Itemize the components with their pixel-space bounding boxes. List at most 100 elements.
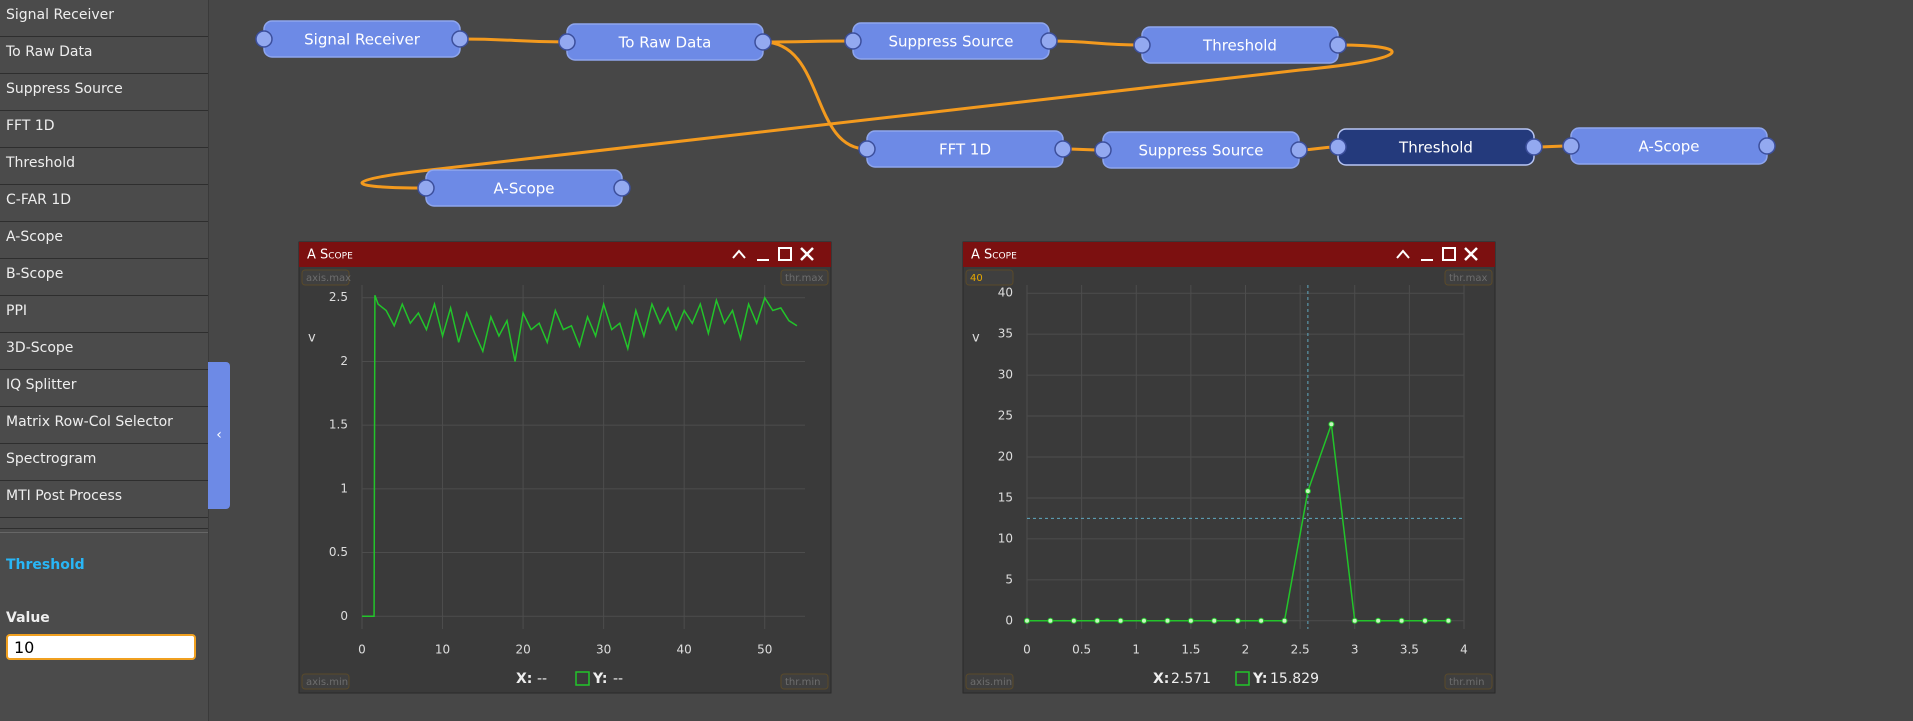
y-tick-label: 0 <box>1005 613 1013 627</box>
node-label: A-Scope <box>493 180 554 198</box>
x-tick-label: 2.5 <box>1291 643 1310 657</box>
point <box>1445 617 1452 624</box>
port <box>1562 137 1580 155</box>
collapse-tab[interactable]: ‹ <box>208 362 230 509</box>
point <box>1328 421 1335 428</box>
x-tick-label: 0 <box>1023 643 1031 657</box>
panel <box>962 241 1496 694</box>
readout-label: X: <box>516 671 532 687</box>
corner-box[interactable] <box>965 269 1014 286</box>
series-swatch <box>575 671 590 686</box>
corner-label: thr.max <box>785 273 824 284</box>
y-tick-label: 40 <box>998 286 1013 300</box>
node-label: Threshold <box>1398 139 1473 157</box>
corner-label: axis.min <box>306 677 348 688</box>
node-label: Suppress Source <box>1138 142 1263 160</box>
node-list-item[interactable]: 3D-Scope <box>0 333 208 370</box>
edge <box>762 40 868 151</box>
node-list-item[interactable]: A-Scope <box>0 222 208 259</box>
y-tick-label: 20 <box>998 450 1013 464</box>
x-tick-label: 4 <box>1460 643 1468 657</box>
y-tick-label: 1 <box>340 481 348 495</box>
point <box>1187 617 1194 624</box>
node-list-item[interactable]: To Raw Data <box>0 37 208 74</box>
node-list-item[interactable]: Threshold <box>0 148 208 185</box>
point <box>1351 617 1358 624</box>
node-list-item[interactable]: FFT 1D <box>0 111 208 148</box>
port <box>451 30 469 48</box>
corner-label: axis.max <box>306 273 351 284</box>
node-list-item[interactable]: IQ Splitter <box>0 370 208 407</box>
corner-label: thr.max <box>1449 273 1488 284</box>
sidebar: Signal Receiver To Raw Data Suppress Sourc… <box>0 0 209 721</box>
corner-label: thr.min <box>785 677 821 688</box>
point <box>1304 488 1311 495</box>
point <box>1024 617 1030 624</box>
port <box>558 33 576 51</box>
readout-value: 15.829 <box>1270 671 1319 687</box>
port <box>1133 36 1151 54</box>
corner-box[interactable] <box>1444 673 1493 690</box>
port <box>1329 36 1347 54</box>
x-tick-label: 10 <box>435 643 450 657</box>
corner-box[interactable] <box>1444 269 1493 286</box>
node-list-item[interactable]: Matrix Row-Col Selector <box>0 407 208 444</box>
series-line <box>362 294 798 618</box>
readout-value: -- <box>537 671 547 687</box>
corner-box[interactable] <box>780 673 829 690</box>
collapse-button[interactable] <box>732 249 746 259</box>
point <box>1094 617 1101 624</box>
node-list-item[interactable]: PPI <box>0 296 208 333</box>
series-swatch <box>1235 671 1250 686</box>
x-tick-label: 30 <box>596 643 611 657</box>
y-tick-label: 0.5 <box>329 545 348 559</box>
node-list-item[interactable]: Suppress Source <box>0 74 208 111</box>
param-input[interactable] <box>6 634 196 660</box>
node-list-item[interactable]: Signal Receiver <box>0 0 208 37</box>
node-list-item[interactable]: B-Scope <box>0 259 208 296</box>
corner-label: 40 <box>970 273 983 284</box>
corner-box[interactable] <box>301 269 350 286</box>
port <box>417 179 435 197</box>
maximize-button[interactable] <box>778 247 792 261</box>
point <box>1421 617 1428 624</box>
x-tick-label: 0 <box>358 643 366 657</box>
x-tick-label: 1.5 <box>1181 643 1200 657</box>
node-list-item[interactable]: C-FAR 1D <box>0 185 208 222</box>
x-tick-label: 50 <box>757 643 772 657</box>
point <box>1164 617 1171 624</box>
collapse-button[interactable] <box>1396 249 1410 259</box>
maximize-button[interactable] <box>1442 247 1456 261</box>
panel <box>298 241 832 694</box>
close-button[interactable] <box>800 247 814 261</box>
point <box>1141 617 1148 624</box>
y-tick-label: 30 <box>998 368 1013 382</box>
y-tick-label: 1.5 <box>329 418 348 432</box>
port <box>858 140 876 158</box>
y-tick-label: 2.5 <box>329 290 348 304</box>
point <box>1398 617 1405 624</box>
node-label: FFT 1D <box>939 141 991 159</box>
point <box>1047 617 1054 624</box>
y-tick-label: 0 <box>340 609 348 623</box>
port <box>1290 141 1308 159</box>
edge <box>762 39 854 44</box>
node-list-item[interactable]: Spectrogram <box>0 444 208 481</box>
x-tick-label: 20 <box>515 643 530 657</box>
corner-label: thr.min <box>1449 677 1485 688</box>
corner-box[interactable] <box>780 269 829 286</box>
port <box>1329 138 1347 156</box>
point <box>1375 617 1382 624</box>
close-button[interactable] <box>1464 247 1478 261</box>
y-tick-label: 35 <box>998 327 1013 341</box>
selected-node: Threshold <box>6 557 85 573</box>
readout-label: Y: <box>592 671 608 687</box>
port <box>1054 140 1072 158</box>
title-bar <box>963 242 1495 267</box>
corner-box[interactable] <box>301 673 350 690</box>
node-list-item[interactable]: MTI Post Process <box>0 481 208 518</box>
readout-value: -- <box>613 671 623 687</box>
corner-box[interactable] <box>965 673 1014 690</box>
node-label: A-Scope <box>1638 138 1699 156</box>
